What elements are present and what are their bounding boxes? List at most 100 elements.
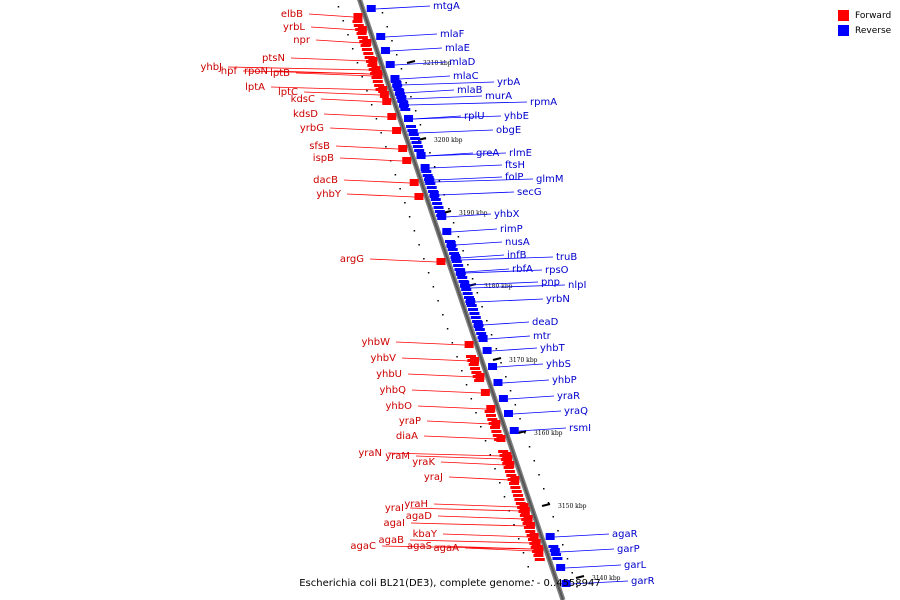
gene-block-nlpI: [461, 284, 471, 291]
gene-block-mlaD: [385, 61, 395, 68]
ruler-dot: [342, 20, 344, 22]
gene-label-yraN: yraN: [358, 448, 382, 459]
gene-stack-segment: [398, 104, 409, 107]
gene-stack-segment: [471, 371, 482, 374]
gene-connector-mlaE: [389, 47, 443, 52]
gene-label-yhbV: yhbV: [371, 353, 397, 364]
gene-stack-segment: [467, 359, 478, 362]
gene-stack-segment: [432, 202, 443, 205]
gene-stack-segment: [494, 438, 505, 441]
ruler-dot: [399, 188, 401, 190]
gene-label-yraR: yraR: [557, 391, 580, 402]
gene-stack-segment: [463, 296, 474, 299]
gene-block-glmM: [425, 178, 435, 185]
gene-connector-yrbG: [329, 127, 393, 132]
ruler-dot: [547, 502, 550, 504]
gene-block-garL: [556, 564, 566, 571]
gene-stack-segment: [434, 210, 445, 213]
gene-label-yhbP: yhbP: [552, 375, 577, 386]
ruler-dot: [400, 68, 403, 70]
gene-label-ispB: ispB: [313, 153, 334, 164]
gene-block-yhbQ: [480, 389, 490, 396]
gene-label-nusA: nusA: [505, 237, 530, 248]
ruler-dot: [452, 222, 455, 224]
gene-connector-rlmE: [425, 152, 507, 157]
ruler-dot: [475, 412, 477, 414]
gene-label-elbB: elbB: [281, 9, 303, 20]
gene-label-mlaB: mlaB: [457, 85, 483, 96]
gene-connector-yraM: [415, 455, 504, 460]
gene-stack-segment: [521, 518, 532, 521]
gene-stack-segment: [408, 133, 419, 136]
gene-stack-segment: [526, 534, 537, 537]
ruler-dot: [405, 82, 407, 84]
gene-connector-glmM: [434, 178, 534, 183]
ruler-dot: [517, 538, 520, 540]
ruler-dot: [347, 34, 349, 36]
gene-connector-agaI: [410, 522, 526, 527]
gene-label-rplU: rplU: [464, 111, 485, 122]
gene-stack-segment: [352, 20, 363, 23]
gene-label-folP: folP: [505, 172, 523, 183]
gene-connector-yhbQ: [411, 389, 481, 394]
map-caption: Escherichia coli BL21(DE3), complete gen…: [299, 578, 601, 589]
gene-stack-segment: [472, 375, 483, 378]
ruler-dot: [461, 370, 463, 372]
gene-stack-segment: [465, 300, 476, 303]
gene-connector-lptA: [270, 86, 379, 91]
gene-block-rlmE: [416, 152, 426, 159]
ruler-dot: [432, 286, 435, 288]
gene-label-pnp: pnp: [541, 277, 560, 288]
gene-label-yhbO: yhbO: [386, 401, 413, 412]
gene-label-mlaF: mlaF: [440, 29, 465, 40]
ruler-dot: [337, 6, 340, 8]
gene-connector-yrbN: [475, 298, 544, 303]
gene-stack-segment: [429, 194, 440, 197]
gene-label-yrbA: yrbA: [497, 77, 520, 88]
gene-connector-mlaB: [404, 89, 455, 94]
gene-stack-segment: [394, 92, 405, 95]
gene-block-argG: [436, 258, 446, 265]
gene-stack-segment: [470, 316, 481, 319]
gene-block-yhbO: [486, 405, 496, 412]
gene-connector-rpmA: [408, 101, 528, 106]
gene-connector-agaS: [437, 545, 534, 550]
ruler-dot: [423, 258, 425, 260]
gene-label-yhbE: yhbE: [504, 111, 529, 122]
ruler-dot: [429, 152, 431, 154]
ruler-dot: [522, 552, 525, 554]
gene-label-ptsN: ptsN: [262, 53, 285, 64]
gene-block-obgE: [408, 129, 418, 136]
gene-label-yhbU: yhbU: [376, 369, 402, 380]
gene-label-diaA: diaA: [396, 431, 418, 442]
kbp-tick-label: 3140 kbp: [592, 575, 621, 582]
gene-stack-segment: [412, 145, 423, 148]
gene-label-yraJ: yraJ: [424, 472, 443, 483]
gene-stack-segment: [484, 410, 495, 413]
gene-stack-segment: [353, 24, 364, 27]
ruler-dot: [557, 530, 559, 532]
gene-stack-segment: [372, 80, 383, 83]
gene-connector-yhbX: [446, 213, 492, 218]
gene-label-yraH: yraH: [404, 499, 428, 510]
gene-stack-segment: [406, 125, 417, 128]
legend-item-reverse: Reverse: [838, 23, 891, 38]
gene-stack-segment: [519, 514, 530, 517]
gene-label-agaB: agaB: [379, 535, 405, 546]
gene-stack-segment: [428, 190, 439, 193]
gene-label-yhbJ: yhbJ: [200, 62, 222, 73]
ruler-dot: [495, 348, 498, 350]
ruler-dot: [419, 124, 422, 126]
ruler-dot: [366, 90, 368, 92]
gene-connector-npr: [315, 39, 363, 44]
gene-stack-segment: [507, 478, 518, 481]
ruler-dot: [490, 334, 493, 336]
gene-stack-segment: [477, 336, 488, 339]
gene-stack-segment: [433, 206, 444, 209]
ruler-dot: [509, 390, 512, 392]
ruler-dot: [414, 110, 417, 112]
ruler-dot: [486, 320, 488, 322]
gene-stack-segment: [534, 558, 545, 561]
gene-connector-yraN: [387, 452, 503, 457]
gene-block-rsmI: [509, 427, 519, 434]
